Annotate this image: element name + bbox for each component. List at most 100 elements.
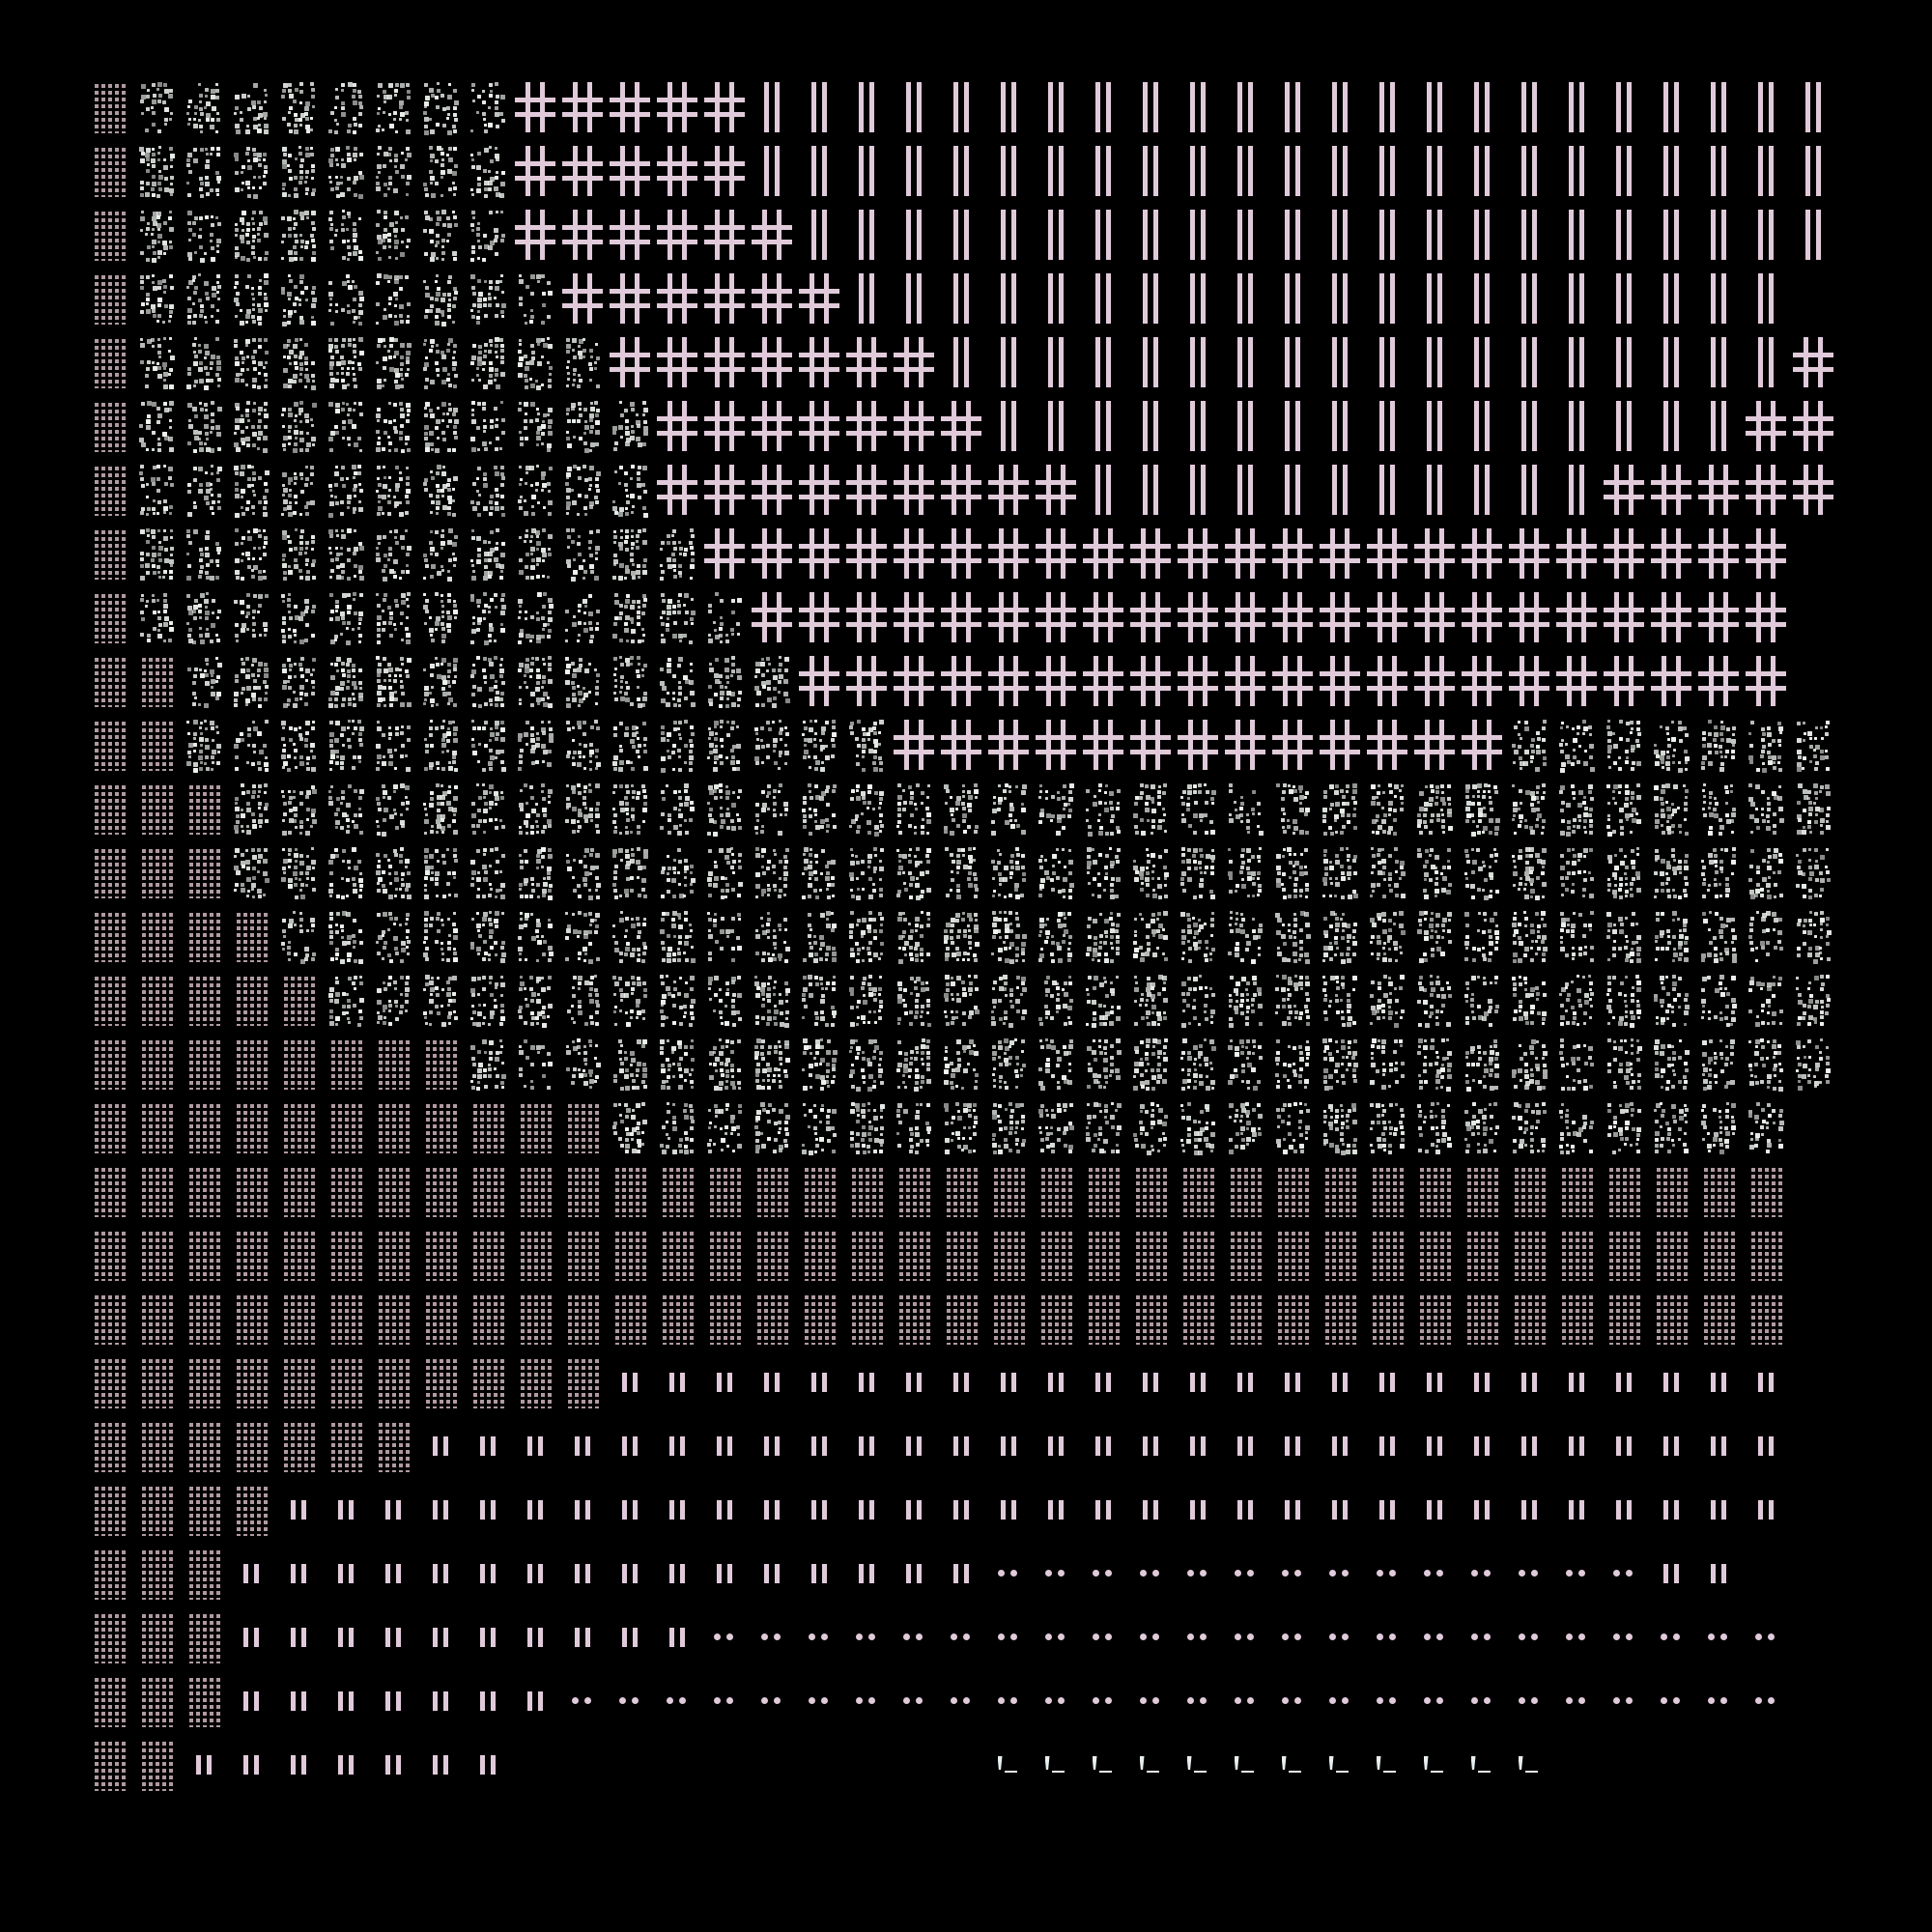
glyph-cell	[274, 1733, 322, 1797]
glyph-cell	[274, 904, 322, 968]
glyph-cell	[1694, 713, 1742, 777]
glyph-cell	[1600, 267, 1647, 330]
glyph-cell	[1079, 1414, 1126, 1478]
glyph-cell	[1552, 75, 1600, 139]
glyph-cell	[416, 1797, 464, 1861]
glyph-cell	[1458, 203, 1505, 267]
glyph-cell	[1032, 904, 1079, 968]
glyph-cell	[1316, 267, 1363, 330]
glyph-cell	[1363, 1032, 1410, 1095]
glyph-cell	[748, 1350, 795, 1414]
glyph-cell	[369, 1797, 416, 1861]
glyph-cell	[227, 75, 274, 139]
glyph-cell	[511, 1669, 558, 1733]
glyph-cell	[1552, 1733, 1600, 1797]
glyph-cell	[1458, 139, 1505, 203]
glyph-cell	[1600, 585, 1647, 649]
glyph-cell	[180, 1669, 227, 1733]
glyph-cell	[795, 1797, 842, 1861]
glyph-cell	[1363, 1797, 1410, 1861]
glyph-cell	[369, 330, 416, 394]
glyph-cell	[1032, 1542, 1079, 1605]
glyph-cell	[1600, 1350, 1647, 1414]
glyph-cell	[1126, 713, 1174, 777]
glyph-cell	[1742, 1350, 1789, 1414]
glyph-cell	[700, 585, 748, 649]
glyph-cell	[369, 203, 416, 267]
glyph-cell	[416, 777, 464, 840]
glyph-cell	[227, 649, 274, 713]
glyph-cell	[180, 458, 227, 522]
glyph-cell	[274, 649, 322, 713]
glyph-cell	[700, 1414, 748, 1478]
glyph-cell	[180, 75, 227, 139]
glyph-cell	[842, 1478, 890, 1542]
glyph-cell	[1458, 585, 1505, 649]
glyph-cell	[937, 1797, 984, 1861]
glyph-cell	[1126, 394, 1174, 458]
glyph-cell	[937, 713, 984, 777]
glyph-cell	[227, 139, 274, 203]
glyph-cell	[700, 1350, 748, 1414]
glyph-cell	[1126, 1223, 1174, 1287]
glyph-cell	[1079, 1797, 1126, 1861]
glyph-cell	[1032, 458, 1079, 522]
glyph-cell	[227, 1605, 274, 1669]
glyph-cell	[227, 840, 274, 904]
glyph-cell	[748, 330, 795, 394]
glyph-cell	[1505, 394, 1552, 458]
glyph-cell	[511, 203, 558, 267]
glyph-cell	[890, 968, 937, 1032]
glyph-cell	[1505, 1669, 1552, 1733]
glyph-cell	[1268, 1159, 1316, 1223]
glyph-cell	[1600, 840, 1647, 904]
glyph-cell	[369, 840, 416, 904]
glyph-cell	[606, 139, 653, 203]
glyph-cell	[322, 1605, 369, 1669]
glyph-cell	[464, 1095, 511, 1159]
glyph-cell	[1505, 1287, 1552, 1350]
glyph-cell	[653, 1605, 700, 1669]
glyph-cell	[1363, 1605, 1410, 1669]
glyph-cell	[1032, 1032, 1079, 1095]
glyph-cell	[227, 1414, 274, 1478]
glyph-cell	[416, 649, 464, 713]
glyph-cell	[1221, 1223, 1268, 1287]
glyph-cell	[1221, 1669, 1268, 1733]
glyph-cell	[1742, 904, 1789, 968]
glyph-cell	[132, 522, 180, 585]
glyph-cell	[1552, 1223, 1600, 1287]
glyph-cell	[369, 1478, 416, 1542]
glyph-cell	[464, 458, 511, 522]
glyph-cell	[1032, 394, 1079, 458]
glyph-cell	[558, 1669, 606, 1733]
glyph-cell	[653, 75, 700, 139]
glyph-cell	[322, 1287, 369, 1350]
glyph-cell	[1552, 1287, 1600, 1350]
glyph-cell	[795, 1542, 842, 1605]
glyph-cell	[558, 139, 606, 203]
glyph-cell	[890, 394, 937, 458]
glyph-cell	[1600, 1223, 1647, 1287]
glyph-cell	[1079, 840, 1126, 904]
glyph-cell	[180, 203, 227, 267]
glyph-cell	[890, 139, 937, 203]
glyph-cell	[1032, 139, 1079, 203]
glyph-cell	[1742, 713, 1789, 777]
glyph-cell	[795, 904, 842, 968]
glyph-cell	[748, 840, 795, 904]
glyph-cell	[1316, 458, 1363, 522]
glyph-cell	[85, 649, 132, 713]
glyph-grid	[85, 75, 1836, 1861]
glyph-cell	[416, 968, 464, 1032]
glyph-cell	[1742, 1223, 1789, 1287]
glyph-cell	[700, 1032, 748, 1095]
glyph-cell	[1694, 1733, 1742, 1797]
glyph-cell	[180, 904, 227, 968]
glyph-cell	[132, 1669, 180, 1733]
glyph-cell	[1363, 1223, 1410, 1287]
glyph-cell	[1505, 1733, 1552, 1797]
glyph-cell	[416, 840, 464, 904]
glyph-cell	[1032, 1605, 1079, 1669]
glyph-cell	[1174, 1605, 1221, 1669]
